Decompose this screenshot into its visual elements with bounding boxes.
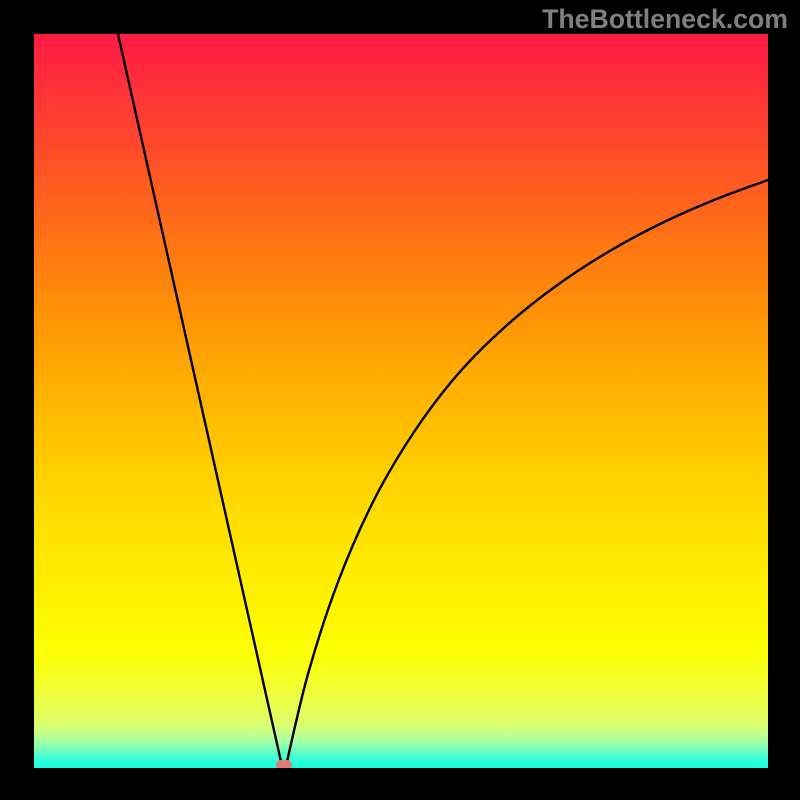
- curve-svg: [34, 34, 768, 768]
- curve-right-branch: [286, 180, 768, 766]
- watermark-text: TheBottleneck.com: [542, 4, 788, 35]
- min-marker: [276, 760, 292, 768]
- curve-left-branch: [118, 34, 282, 766]
- chart-container: TheBottleneck.com: [0, 0, 800, 800]
- plot-area: [34, 34, 768, 768]
